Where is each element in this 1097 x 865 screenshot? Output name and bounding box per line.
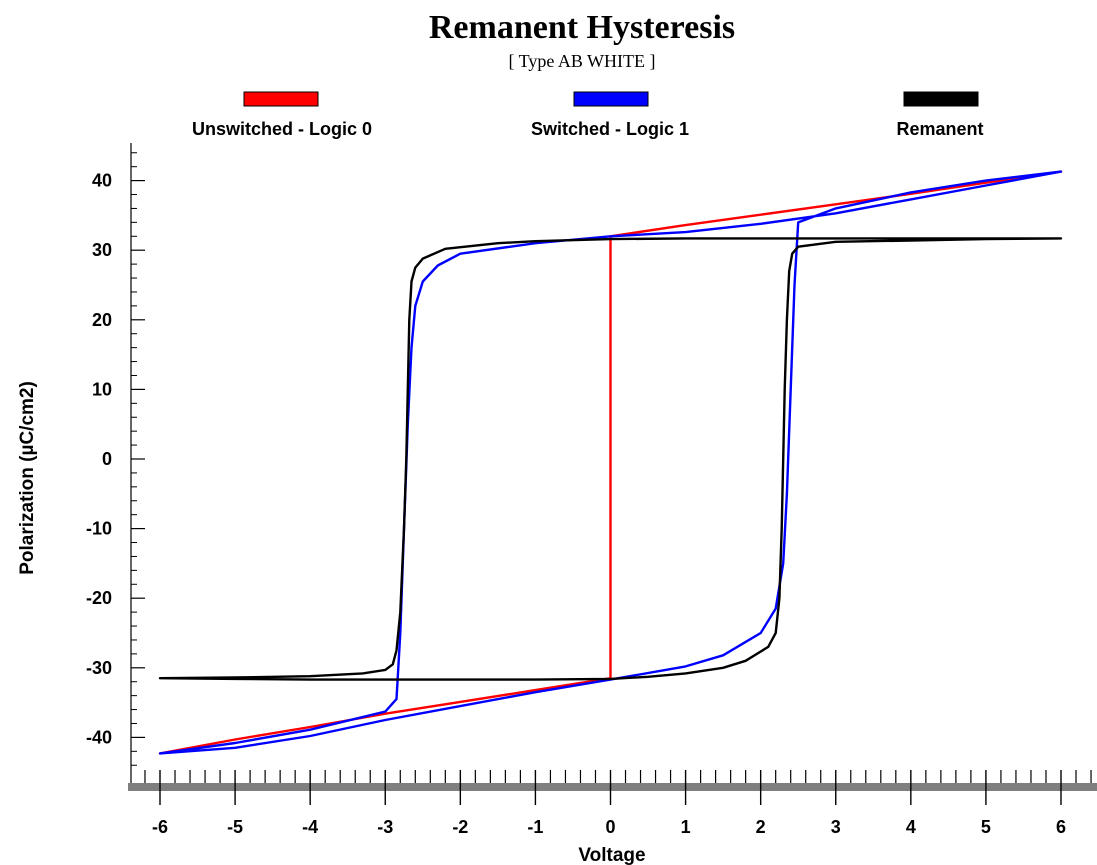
x-axis: -6 -5 -4 -3 -2 -1 0 1 2 3 4 5 6 (128, 770, 1097, 837)
chart-subtitle: [ Type AB WHITE ] (508, 51, 655, 71)
legend-label-remanent: Remanent (896, 119, 983, 139)
y-tick-label: -10 (86, 519, 112, 539)
legend-label-switched: Switched - Logic 1 (531, 119, 689, 139)
x-tick-label: -3 (377, 817, 393, 837)
x-tick-label: 4 (906, 817, 916, 837)
x-axis-label: Voltage (578, 845, 645, 865)
legend-swatch-remanent (903, 91, 979, 107)
legend-item-unswitched: Unswitched - Logic 0 (192, 91, 372, 139)
x-tick-label: 2 (756, 817, 766, 837)
x-tick-label: 0 (605, 817, 615, 837)
y-axis: -40 -30 -20 -10 0 10 20 30 40 (86, 143, 145, 783)
x-tick-label: -6 (152, 817, 168, 837)
chart-title: Remanent Hysteresis (429, 9, 735, 46)
legend: Unswitched - Logic 0 Switched - Logic 1 … (192, 91, 984, 139)
x-tick-label: -4 (302, 817, 318, 837)
x-tick-label: 3 (831, 817, 841, 837)
y-tick-label: -30 (86, 658, 112, 678)
y-tick-label: 40 (92, 171, 112, 191)
x-tick-label: -1 (527, 817, 543, 837)
series-unswitched (158, 170, 1063, 755)
y-tick-label: 10 (92, 379, 112, 399)
x-tick-label: 6 (1056, 817, 1066, 837)
legend-item-switched: Switched - Logic 1 (531, 91, 689, 139)
legend-swatch-switched (573, 91, 649, 107)
x-tick-label: 1 (681, 817, 691, 837)
series-layer (158, 170, 1063, 755)
legend-label-unswitched: Unswitched - Logic 0 (192, 119, 372, 139)
series-remanent (158, 237, 1063, 681)
x-tick-label: 5 (981, 817, 991, 837)
y-tick-label: 30 (92, 240, 112, 260)
legend-item-remanent: Remanent (896, 91, 984, 139)
y-axis-label: Polarization (µC/cm2) (17, 381, 38, 575)
y-tick-label: -40 (86, 727, 112, 747)
x-tick-label: -2 (452, 817, 468, 837)
legend-swatch-unswitched (243, 91, 319, 107)
x-axis-bar (128, 783, 1097, 791)
y-tick-label: 0 (102, 449, 112, 469)
y-tick-label: 20 (92, 310, 112, 330)
y-tick-label: -20 (86, 588, 112, 608)
x-tick-label: -5 (227, 817, 243, 837)
